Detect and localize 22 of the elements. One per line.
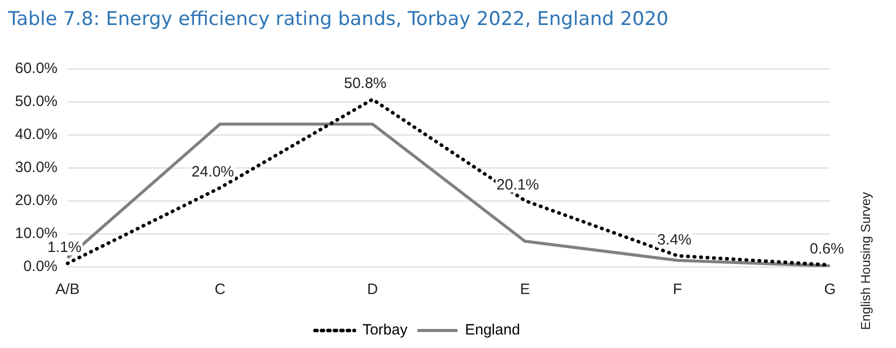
- y-tick-label: 50.0%: [14, 93, 58, 110]
- y-tick-label: 30.0%: [14, 159, 58, 176]
- legend-label: England: [464, 322, 520, 339]
- x-tick-label: F: [672, 281, 682, 298]
- x-tick-label: E: [520, 281, 530, 298]
- y-tick-label: 40.0%: [14, 126, 58, 144]
- data-label: 20.1%: [496, 176, 540, 194]
- data-label: 24.0%: [191, 163, 234, 180]
- y-tick-label: 0.0%: [23, 258, 58, 276]
- data-label: 50.8%: [344, 75, 387, 92]
- x-tick-label: C: [214, 281, 226, 298]
- y-tick-label: 20.0%: [14, 192, 58, 210]
- x-tick-label: G: [824, 281, 836, 298]
- data-label: 1.1%: [47, 239, 82, 256]
- data-label: 0.6%: [810, 240, 844, 258]
- legend-label: Torbay: [362, 322, 408, 339]
- x-tick-label: D: [367, 281, 378, 298]
- text: English Housing Survey: [858, 190, 874, 330]
- data-label: 3.4%: [657, 231, 692, 248]
- y-tick-label: 60.0%: [14, 60, 58, 78]
- chart-title: Table 7.8: Energy efficiency rating bands, Torbay 2022, England 2020: [8, 8, 669, 30]
- x-tick-label: A/B: [55, 281, 80, 298]
